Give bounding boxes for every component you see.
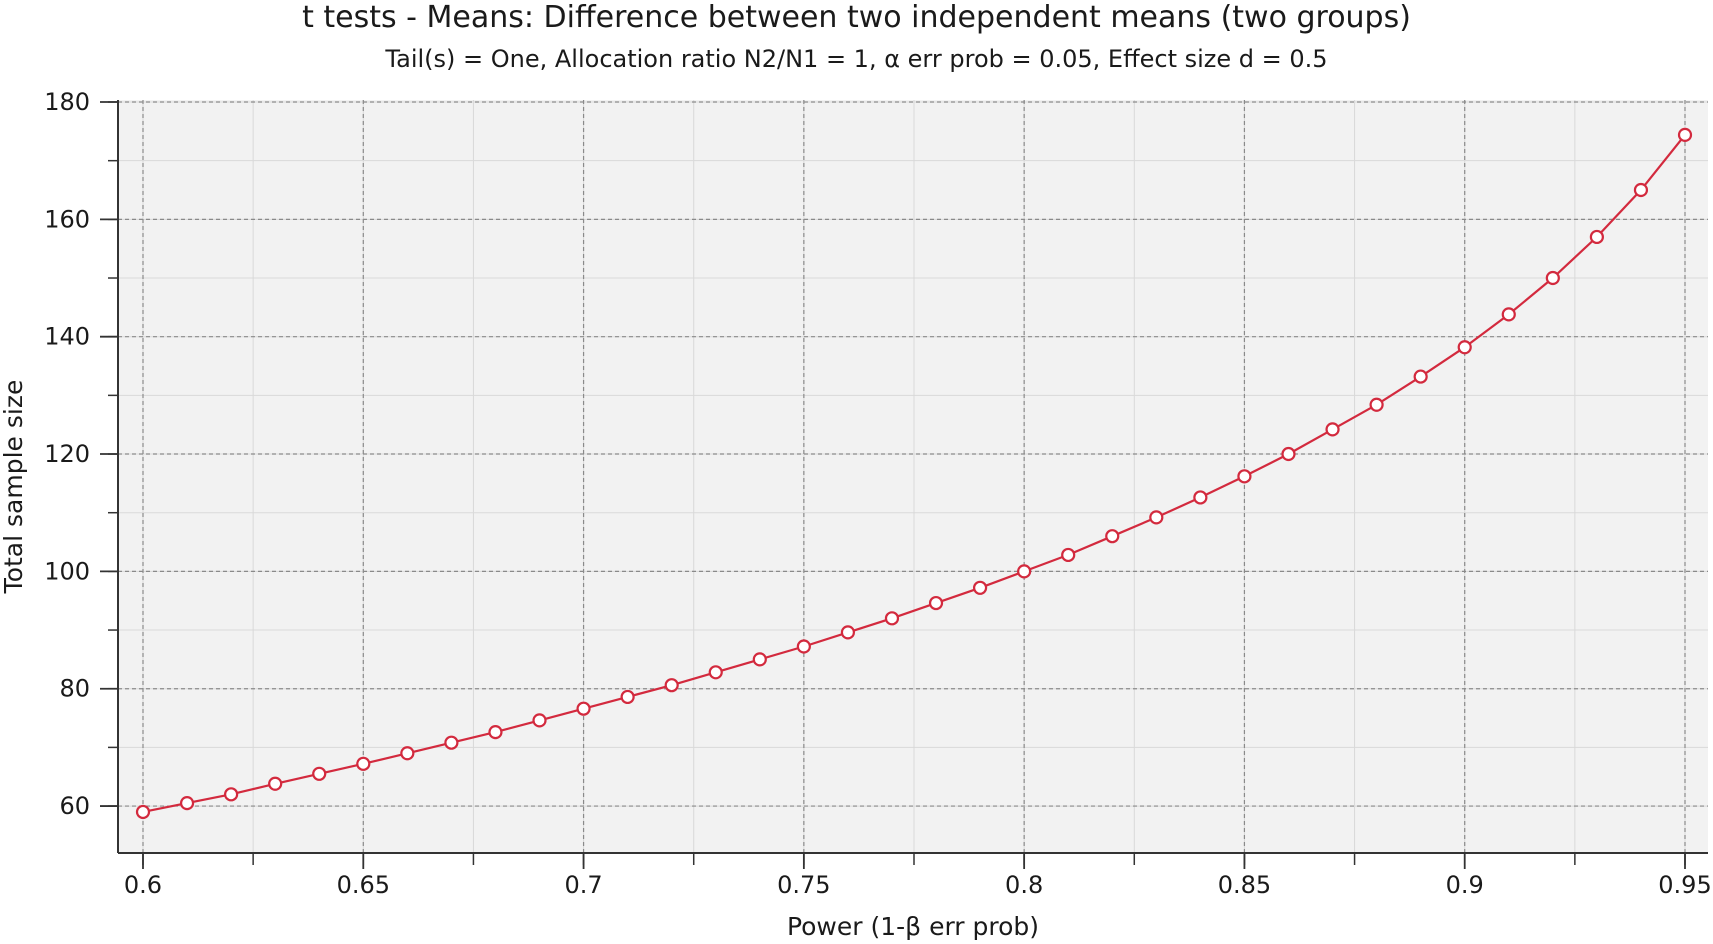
y-tick-label: 60 — [59, 792, 90, 820]
chart-title: t tests - Means: Difference between two … — [302, 0, 1411, 35]
data-point — [1589, 229, 1604, 245]
x-tick-label: 0.6 — [124, 871, 162, 899]
data-point — [135, 804, 151, 820]
y-tick-label: 160 — [44, 205, 90, 233]
data-point — [268, 776, 283, 791]
y-axis-label: Total sample size — [0, 380, 28, 595]
x-tick-label: 0.75 — [777, 871, 830, 899]
tick-marks — [100, 101, 1686, 869]
data-point — [1193, 490, 1208, 505]
data-point — [840, 625, 856, 640]
data-point — [224, 787, 239, 802]
chart-subtitle: Tail(s) = One, Allocation ratio N2/N1 = … — [385, 45, 1328, 73]
tick-labels: 0.6 0.65 0.7 0.75 0.8 0.85 0.9 0.95 60 80 100 120 14… — [44, 88, 1712, 899]
y-tick-label: 140 — [44, 323, 90, 351]
data-point — [708, 665, 723, 680]
data-point — [752, 652, 767, 667]
data-point — [488, 725, 503, 740]
x-tick-label: 0.7 — [564, 871, 602, 899]
series-line — [142, 134, 1686, 813]
y-tick-label: 120 — [44, 440, 90, 468]
data-point — [179, 796, 195, 811]
x-tick-label: 0.85 — [1218, 871, 1271, 899]
y-tick-label: 80 — [59, 675, 90, 703]
data-point — [1369, 397, 1384, 412]
data-point — [1281, 446, 1296, 462]
data-point — [1105, 529, 1120, 544]
data-point — [796, 639, 811, 654]
x-tick-label: 0.9 — [1446, 871, 1484, 899]
data-point — [532, 713, 547, 728]
data-point — [1237, 469, 1252, 484]
data-point — [664, 678, 679, 693]
data-point — [356, 756, 371, 771]
x-tick-label: 0.8 — [1005, 871, 1043, 899]
data-point — [312, 766, 327, 781]
data-point — [400, 746, 415, 761]
axes — [117, 100, 1708, 854]
data-point — [1501, 307, 1516, 322]
data-point — [1017, 564, 1032, 579]
data-point — [620, 689, 635, 705]
data-point — [444, 735, 459, 750]
data-point — [1325, 422, 1340, 437]
data-point — [1545, 270, 1560, 286]
data-point — [1413, 369, 1428, 384]
data-point — [1677, 127, 1693, 142]
data-point — [1457, 340, 1472, 355]
data-point — [972, 580, 988, 595]
plot-area — [118, 100, 1708, 853]
series-markers — [135, 127, 1693, 820]
data-point — [1061, 547, 1076, 563]
grid-lines — [118, 100, 1708, 853]
x-tick-label: 0.95 — [1658, 871, 1711, 899]
x-axis-label: Power (1-β err prob) — [787, 912, 1039, 941]
data-point — [576, 701, 591, 716]
data-point — [884, 611, 900, 626]
data-point — [1633, 182, 1649, 198]
data-point — [1149, 510, 1164, 525]
data-point — [928, 595, 944, 611]
x-tick-label: 0.65 — [337, 871, 390, 899]
y-tick-label: 180 — [44, 88, 90, 116]
y-tick-label: 100 — [44, 557, 90, 585]
